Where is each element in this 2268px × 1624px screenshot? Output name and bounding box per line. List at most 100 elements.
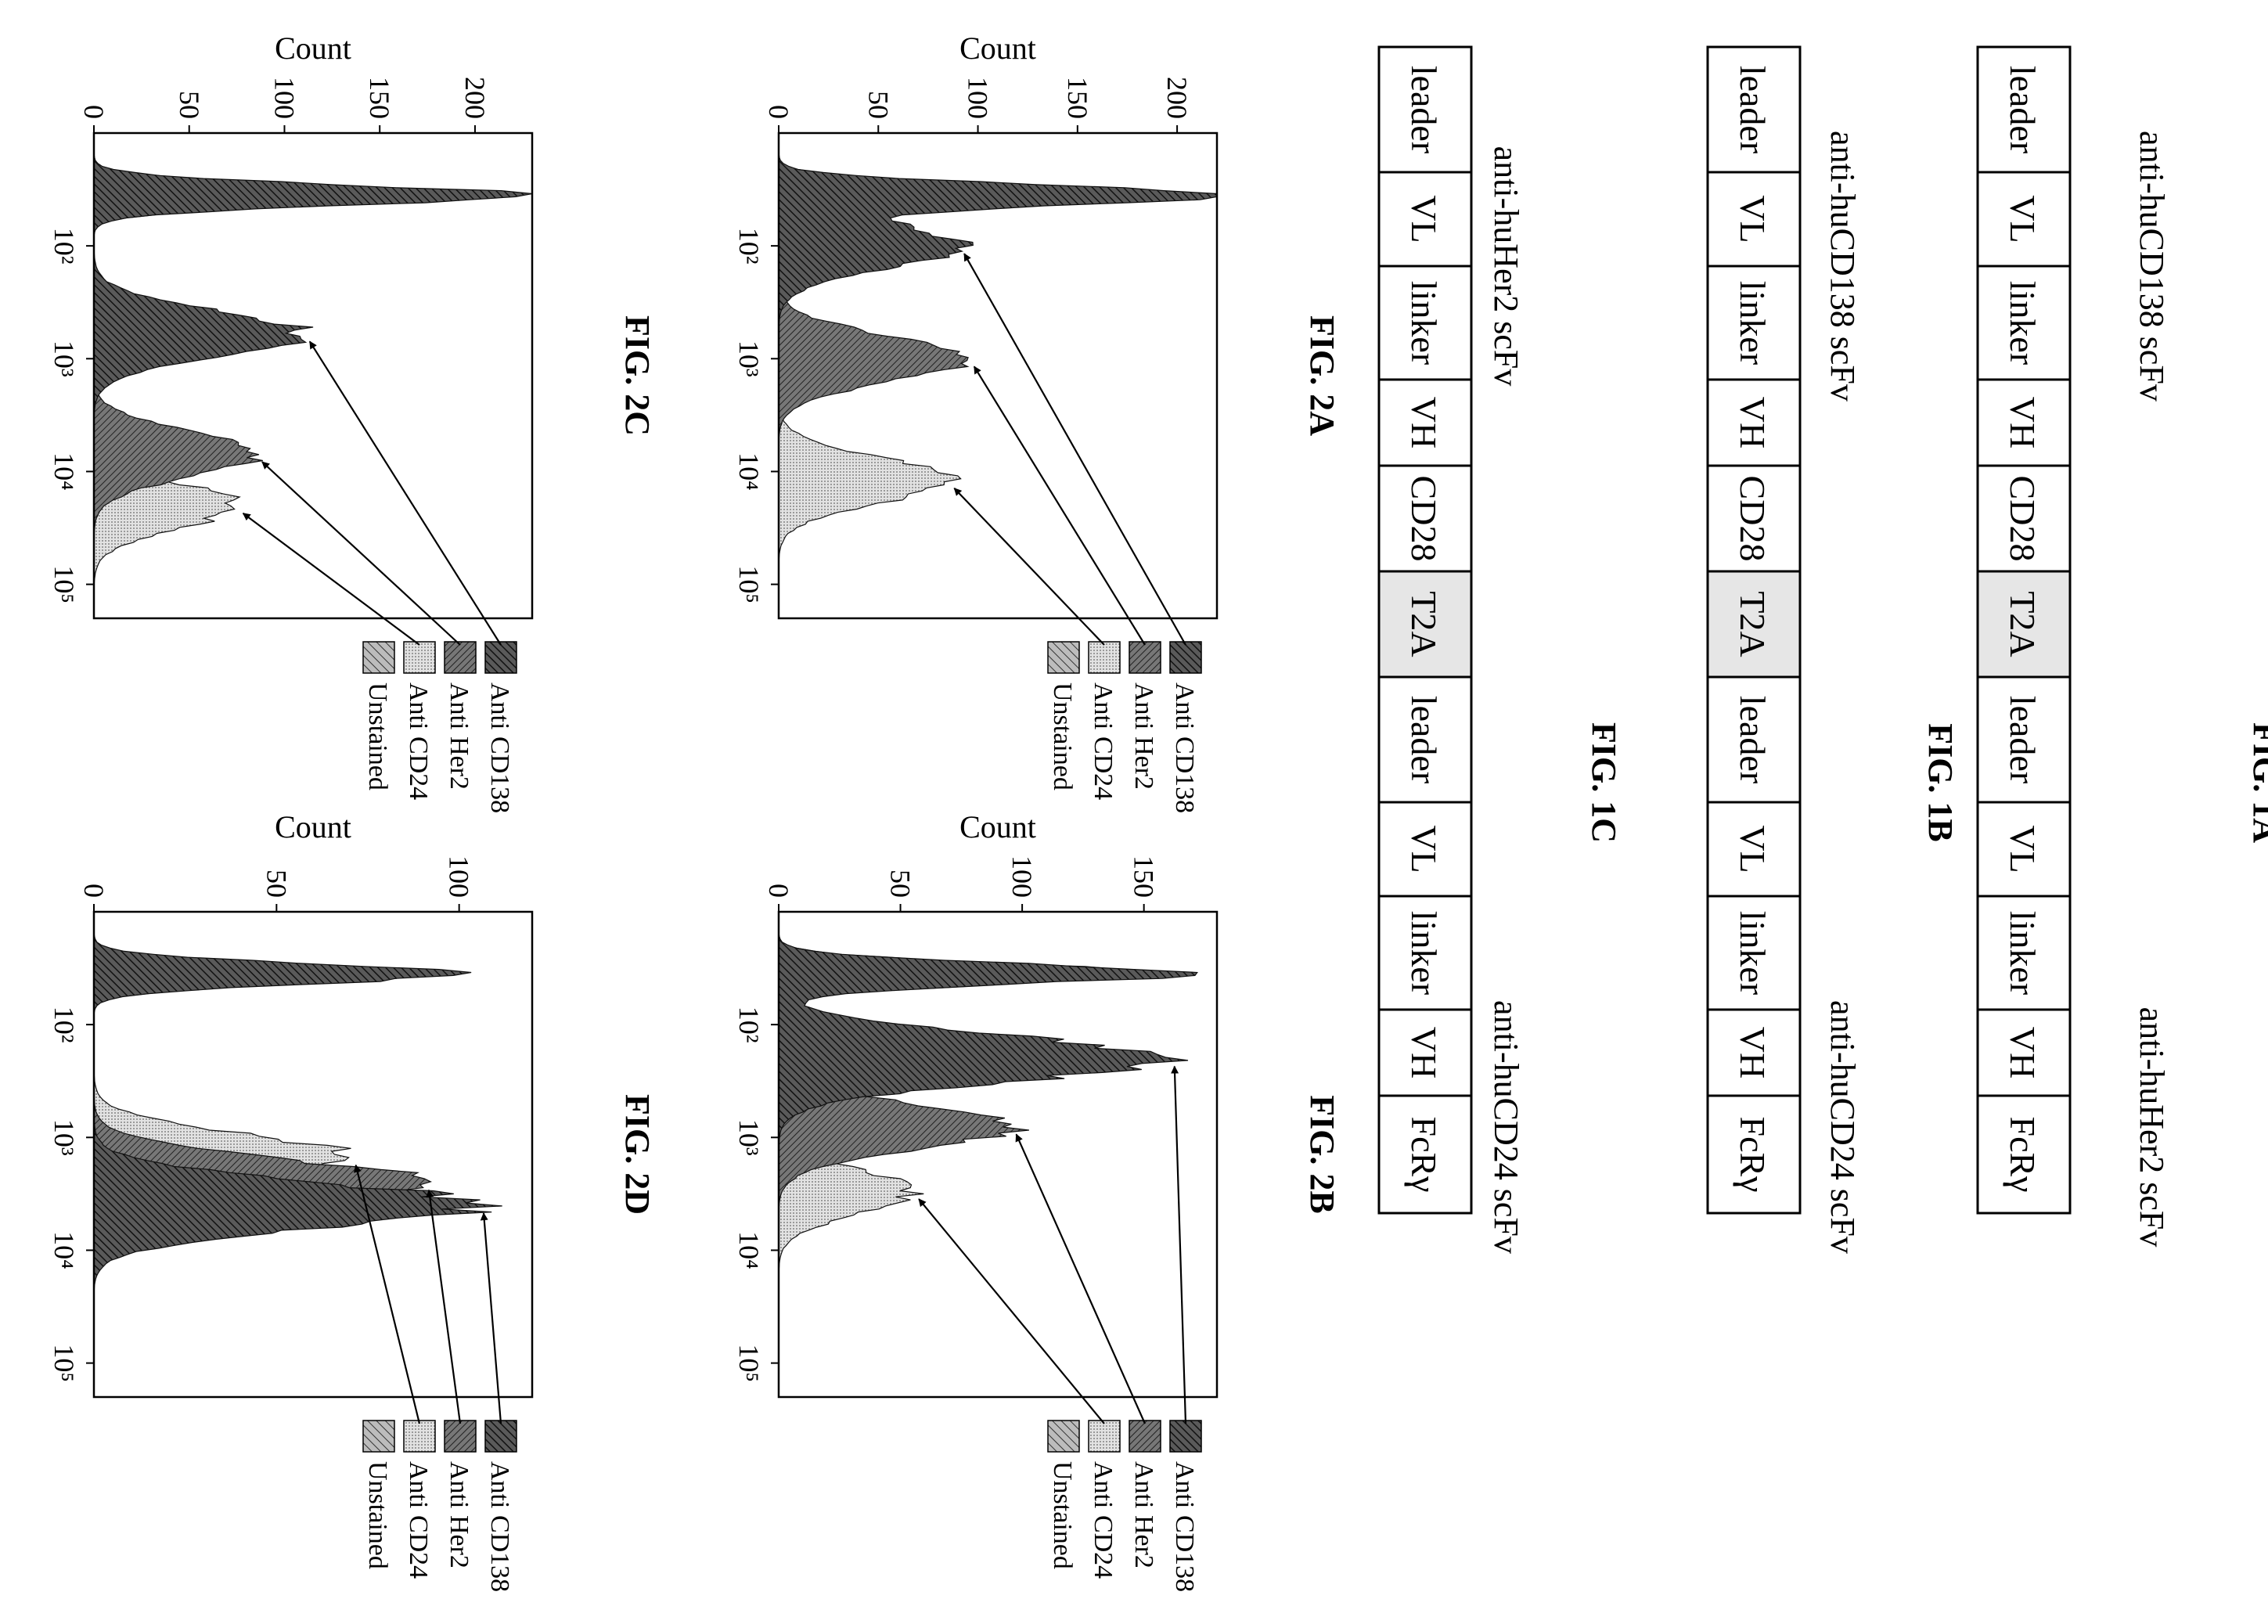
legend-swatch-anti-cd24: [403, 1420, 436, 1453]
segment-linker-label: linker: [1404, 281, 1444, 365]
segment-vh-label: VH: [1404, 397, 1444, 448]
legend-swatch-anti-cd138: [1169, 1420, 1202, 1453]
fig-1c-right-title: anti-huCD24 scFv: [1487, 1000, 1525, 1254]
legend-swatch-unstained: [1047, 641, 1080, 674]
fig-1a-label: FIG. 1A: [2246, 722, 2268, 843]
segment-linker-label: linker: [2003, 911, 2043, 995]
fig-1b-segments: leader VL linker VH CD28 T2A leader VL linker VH F…: [1706, 45, 1802, 1215]
x-tick-label: 10⁵: [49, 565, 80, 603]
segment-vh-label: VH: [1733, 1027, 1773, 1078]
x-tick-label: 10⁵: [49, 1344, 80, 1382]
y-tick-label: 150: [1129, 855, 1160, 898]
arrow-anti-cd24: [953, 488, 1105, 646]
fig-1c-label: FIG. 1C: [1585, 722, 1623, 843]
segment-linker-label: linker: [1733, 281, 1773, 365]
legend-swatch-anti-her2: [444, 641, 477, 674]
fig-1c-segments: leader VL linker VH CD28 T2A leader VL linker VH F…: [1377, 45, 1473, 1215]
segment-vh-label: VH: [2003, 397, 2043, 448]
legend-swatch-anti-cd138: [484, 1420, 517, 1453]
plot-frame: [92, 131, 534, 620]
segment-fcr-box: [1706, 1094, 1802, 1215]
arrow-anti-her2: [1015, 1133, 1147, 1424]
legend-label-anti-cd24: Anti CD24: [1089, 1461, 1118, 1579]
y-axis-label: Count: [275, 31, 351, 66]
x-tick-label: 10²: [49, 1006, 80, 1043]
segment-t2a-label: T2A: [1404, 591, 1444, 657]
legend-swatch-anti-cd24: [1088, 1420, 1121, 1453]
legend-label-anti-cd138: Anti CD138: [1170, 1461, 1199, 1592]
figure-label: FIG. 2B: [1303, 1095, 1341, 1214]
arrow-anti-cd138: [963, 253, 1186, 646]
legend-label-anti-her2: Anti Her2: [445, 682, 473, 790]
segment-fcr-label: FcRγ: [1404, 1116, 1444, 1192]
fig-2a-histogram: FIG. 2A 10² 10³ 10⁴ 10⁵ 0 50 100 150 200 Count Anti…: [733, 31, 1341, 813]
legend-swatch-anti-her2: [1129, 1420, 1161, 1453]
plot-frame: [777, 910, 1219, 1399]
fig-1c-construct: FIG. 1C anti-huHer2 scFv anti-huCD24 scF…: [1377, 45, 1623, 1254]
legend-swatch-unstained: [1047, 1420, 1080, 1453]
legend-label-anti-her2: Anti Her2: [445, 1461, 473, 1568]
segment-leader-label: leader: [2003, 696, 2043, 783]
x-tick-label: 10⁴: [733, 452, 765, 491]
segment-leader-label: leader: [2003, 66, 2043, 153]
arrow-anti-cd24: [242, 512, 420, 646]
y-tick-label: 200: [1161, 77, 1193, 119]
legend-swatch-unstained: [362, 1420, 395, 1453]
fig-1b-label: FIG. 1B: [1921, 723, 1960, 842]
arrow-anti-her2: [261, 461, 461, 646]
segment-fcr-label: FcRγ: [2003, 1116, 2043, 1192]
segment-vh-label: VH: [1733, 397, 1773, 448]
legend-label-unstained: Unstained: [1048, 1461, 1077, 1569]
segment-cd28-label: CD28: [2003, 476, 2043, 562]
fig-2d-histogram: FIG. 2D 10² 10³ 10⁴ 10⁵ 0 50 100 Count Anti CD138…: [49, 809, 657, 1592]
segment-vl-label: VL: [1733, 195, 1773, 243]
plot-frame: [777, 131, 1219, 620]
segment-cd28-label: CD28: [1404, 476, 1444, 562]
figure-label: FIG. 2A: [1303, 315, 1341, 436]
segment-vl-label: VL: [1733, 825, 1773, 873]
legend-label-unstained: Unstained: [363, 1461, 392, 1569]
x-tick-label: 10⁵: [733, 565, 765, 603]
arrow-anti-cd138: [308, 340, 502, 646]
x-tick-label: 10⁴: [49, 1231, 80, 1269]
segment-t2a-label: T2A: [2003, 591, 2043, 657]
legend-label-anti-cd24: Anti CD24: [1089, 682, 1118, 800]
y-tick-label: 100: [444, 855, 475, 898]
segment-vl-label: VL: [1404, 195, 1444, 243]
y-tick-label: 200: [459, 77, 491, 119]
legend-swatch-anti-cd24: [403, 641, 436, 674]
fig-1a-left-title: anti-huCD138 scFv: [2133, 131, 2171, 401]
legend-swatch-anti-her2: [444, 1420, 477, 1453]
legend-label-anti-her2: Anti Her2: [1129, 682, 1158, 790]
y-tick-label: 100: [268, 77, 300, 119]
fig-2b-histogram: FIG. 2B 10² 10³ 10⁴ 10⁵ 0 50 100 150 Count Anti CD…: [733, 809, 1341, 1592]
fig-1c-left-title: anti-huHer2 scFv: [1487, 146, 1525, 387]
legend-label-anti-cd138: Anti CD138: [1170, 682, 1199, 813]
segment-vh-label: VH: [1404, 1027, 1444, 1078]
y-tick-label: 150: [364, 77, 395, 119]
x-tick-label: 10³: [49, 340, 80, 377]
legend-label-anti-cd24: Anti CD24: [404, 682, 433, 800]
segment-linker-label: linker: [1404, 911, 1444, 995]
legend-swatch-unstained: [362, 641, 395, 674]
legend-swatch-anti-cd138: [1169, 641, 1202, 674]
segment-fcr-box: [1976, 1094, 2072, 1215]
x-tick-label: 10²: [733, 228, 765, 265]
legend-label-anti-cd138: Anti CD138: [485, 1461, 514, 1592]
fig-1a-segments: leader VL linker VH CD28 T2A leader VL linker VH F…: [1976, 45, 2072, 1215]
legend-swatch-anti-cd24: [1088, 641, 1121, 674]
x-tick-label: 10³: [49, 1119, 80, 1156]
segment-fcr-label: FcRγ: [1733, 1116, 1773, 1192]
figure-label: FIG. 2C: [618, 315, 657, 436]
x-tick-label: 10³: [733, 340, 765, 377]
segment-leader-label: leader: [1404, 66, 1444, 153]
segment-fcr-box: [1377, 1094, 1473, 1215]
legend-swatch-anti-cd138: [484, 641, 517, 674]
fig-1b-right-title: anti-huCD24 scFv: [1823, 1000, 1862, 1254]
arrow-anti-cd24: [353, 1164, 421, 1424]
arrow-anti-cd24: [918, 1198, 1105, 1424]
fig-2c-histogram: FIG. 2C 10² 10³ 10⁴ 10⁵ 0 50 100 150 200 Count Anti…: [49, 31, 657, 813]
y-tick-label: 0: [763, 884, 794, 898]
segment-vh-label: VH: [2003, 1027, 2043, 1078]
